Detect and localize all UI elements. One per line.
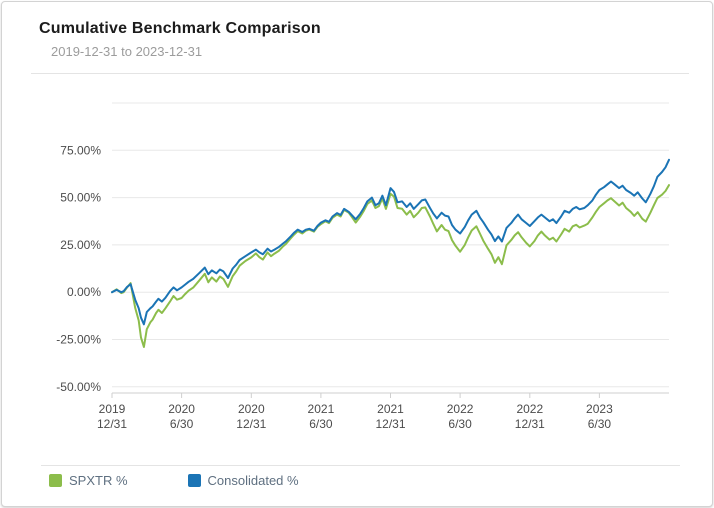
svg-text:75.00%: 75.00% — [60, 143, 101, 157]
svg-text:6/30: 6/30 — [309, 417, 333, 431]
svg-text:50.00%: 50.00% — [60, 191, 101, 205]
legend-item-consolidated[interactable]: Consolidated % — [187, 473, 299, 488]
legend-label-spxtr: SPXTR % — [69, 473, 128, 488]
spxtr-color-swatch — [49, 474, 62, 487]
consolidated-color-swatch — [187, 474, 201, 487]
svg-text:12/31: 12/31 — [236, 417, 266, 431]
svg-text:2020: 2020 — [168, 402, 195, 416]
svg-text:25.00%: 25.00% — [60, 238, 101, 252]
svg-text:-25.00%: -25.00% — [56, 333, 101, 347]
svg-text:-50.00%: -50.00% — [56, 380, 101, 394]
chart-legend: SPXTR % Consolidated % — [49, 473, 299, 488]
header-divider — [31, 73, 689, 74]
svg-text:2022: 2022 — [447, 402, 474, 416]
legend-divider — [41, 465, 680, 466]
date-range-subtitle: 2019-12-31 to 2023-12-31 — [51, 44, 203, 59]
svg-text:2019: 2019 — [99, 402, 126, 416]
svg-text:2023: 2023 — [586, 402, 613, 416]
svg-text:12/31: 12/31 — [97, 417, 127, 431]
svg-text:0.00%: 0.00% — [67, 285, 101, 299]
svg-text:2021: 2021 — [377, 402, 404, 416]
svg-text:6/30: 6/30 — [448, 417, 472, 431]
svg-text:12/31: 12/31 — [515, 417, 545, 431]
svg-text:2022: 2022 — [516, 402, 543, 416]
legend-label-consolidated: Consolidated % — [207, 473, 299, 488]
svg-text:12/31: 12/31 — [375, 417, 405, 431]
svg-text:2020: 2020 — [238, 402, 265, 416]
legend-item-spxtr[interactable]: SPXTR % — [49, 473, 128, 488]
page-title: Cumulative Benchmark Comparison — [39, 20, 321, 37]
svg-text:2021: 2021 — [308, 402, 335, 416]
svg-text:6/30: 6/30 — [588, 417, 612, 431]
svg-text:6/30: 6/30 — [170, 417, 194, 431]
